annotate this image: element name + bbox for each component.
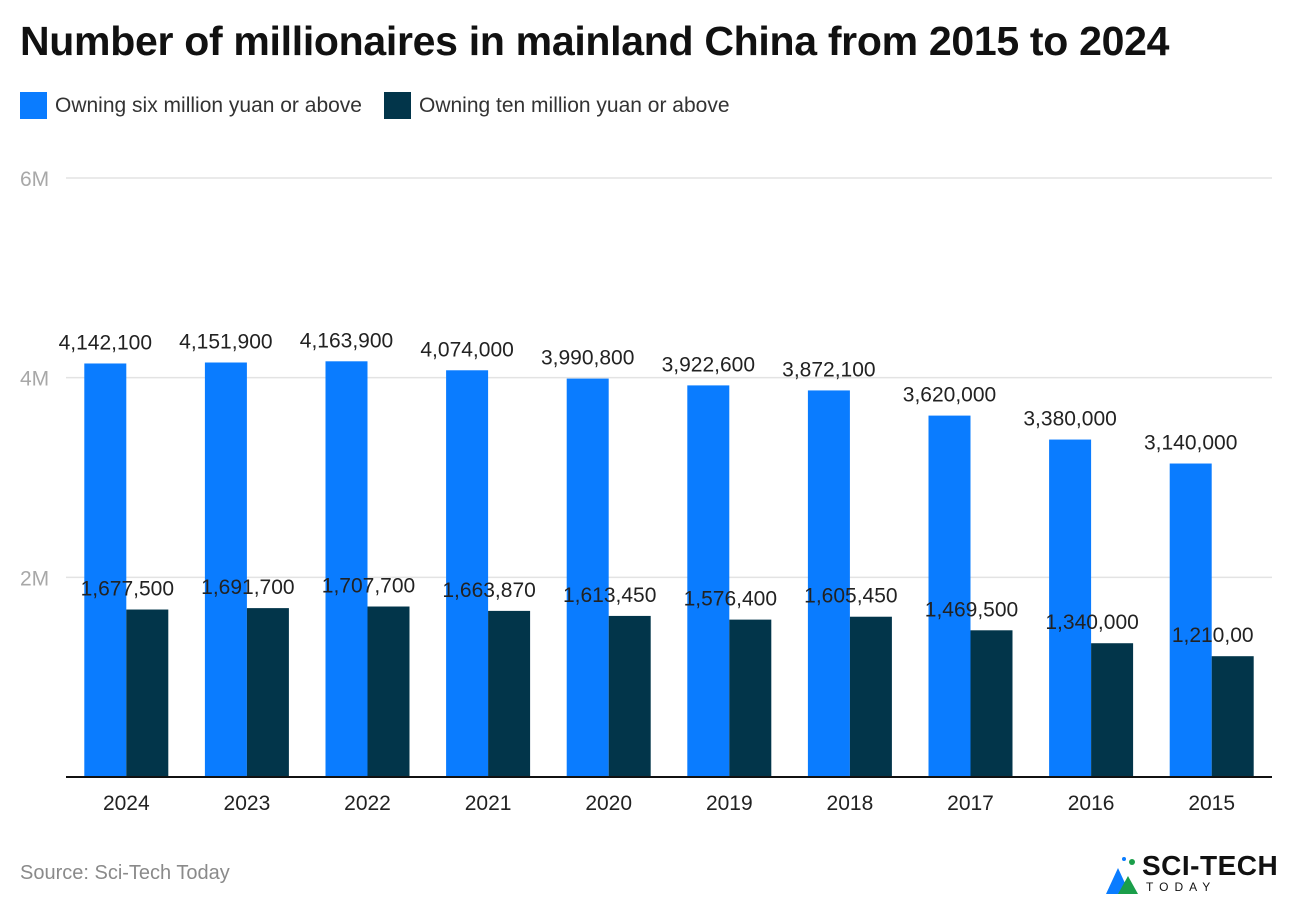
chart-title: Number of millionaires in mainland China… <box>20 18 1170 64</box>
brand-sub: TODAY <box>1146 880 1217 894</box>
bar-six-million-2024 <box>84 363 127 777</box>
y-tick-label: 6M <box>20 168 49 191</box>
data-label-ten-million-2023: 1,691,700 <box>201 576 294 599</box>
legend-item-ten-million: Owning ten million yuan or above <box>383 92 730 119</box>
x-tick-label: 2022 <box>344 792 391 815</box>
data-label-ten-million-2015: 1,210,00 <box>1172 624 1254 647</box>
bar-ten-million-2023 <box>246 608 289 777</box>
data-label-six-million-2020: 3,990,800 <box>541 347 634 370</box>
x-tick-label: 2024 <box>103 792 150 815</box>
data-label-ten-million-2022: 1,707,700 <box>322 575 415 598</box>
x-tick-label: 2020 <box>585 792 632 815</box>
data-label-six-million-2024: 4,142,100 <box>59 331 152 354</box>
data-label-six-million-2017: 3,620,000 <box>903 384 996 407</box>
bar-six-million-2019 <box>687 385 730 777</box>
bar-ten-million-2021 <box>488 610 531 777</box>
legend-item-six-million: Owning six million yuan or above <box>20 92 362 119</box>
bar-ten-million-2017 <box>970 630 1013 777</box>
bar-ten-million-2020 <box>608 615 651 777</box>
data-label-six-million-2021: 4,074,000 <box>420 338 513 361</box>
data-label-ten-million-2018: 1,605,450 <box>804 585 897 608</box>
data-label-six-million-2019: 3,922,600 <box>662 353 755 376</box>
bar-ten-million-2024 <box>126 609 169 777</box>
brand-mark-icon <box>1106 857 1138 894</box>
y-tick-label: 2M <box>20 567 49 590</box>
bar-six-million-2018 <box>807 390 850 777</box>
bar-six-million-2015 <box>1169 463 1212 777</box>
bar-ten-million-2019 <box>729 619 772 777</box>
bar-ten-million-2015 <box>1211 656 1254 777</box>
legend-label-ten-million: Owning ten million yuan or above <box>418 93 730 117</box>
x-tick-label: 2018 <box>827 792 874 815</box>
bar-six-million-2022 <box>325 361 368 777</box>
legend-swatch-six-million <box>20 92 47 119</box>
bar-ten-million-2016 <box>1091 643 1134 777</box>
bar-six-million-2016 <box>1049 439 1092 777</box>
bar-six-million-2021 <box>446 370 489 777</box>
legend-label-six-million: Owning six million yuan or above <box>55 93 362 117</box>
bar-ten-million-2022 <box>367 606 410 777</box>
data-label-ten-million-2024: 1,677,500 <box>81 578 174 601</box>
bar-six-million-2017 <box>928 415 971 777</box>
bar-ten-million-2018 <box>849 616 892 777</box>
legend: Owning six million yuan or above Owning … <box>20 92 752 119</box>
bar-six-million-2020 <box>566 378 609 777</box>
x-tick-label: 2017 <box>947 792 994 815</box>
data-label-six-million-2022: 4,163,900 <box>300 329 393 352</box>
brand-logo: SCI-TECH TODAY <box>1102 850 1282 900</box>
data-label-six-million-2018: 3,872,100 <box>782 358 875 381</box>
data-label-six-million-2016: 3,380,000 <box>1023 408 1116 431</box>
data-label-ten-million-2020: 1,613,450 <box>563 584 656 607</box>
data-label-ten-million-2021: 1,663,870 <box>442 579 535 602</box>
data-label-ten-million-2016: 1,340,000 <box>1045 611 1138 634</box>
x-tick-label: 2023 <box>224 792 271 815</box>
data-label-six-million-2015: 3,140,000 <box>1144 432 1237 455</box>
legend-swatch-ten-million <box>383 92 411 119</box>
x-tick-label: 2015 <box>1188 792 1235 815</box>
bar-six-million-2023 <box>204 362 247 777</box>
data-label-ten-million-2017: 1,469,500 <box>925 598 1018 621</box>
data-label-six-million-2023: 4,151,900 <box>179 331 272 354</box>
x-tick-label: 2021 <box>465 792 512 815</box>
data-label-ten-million-2019: 1,576,400 <box>684 588 777 611</box>
x-tick-label: 2019 <box>706 792 753 815</box>
source-note: Source: Sci-Tech Today <box>20 862 230 884</box>
x-tick-label: 2016 <box>1068 792 1115 815</box>
brand-name: SCI-TECH <box>1142 850 1279 881</box>
y-tick-label: 4M <box>20 368 49 391</box>
